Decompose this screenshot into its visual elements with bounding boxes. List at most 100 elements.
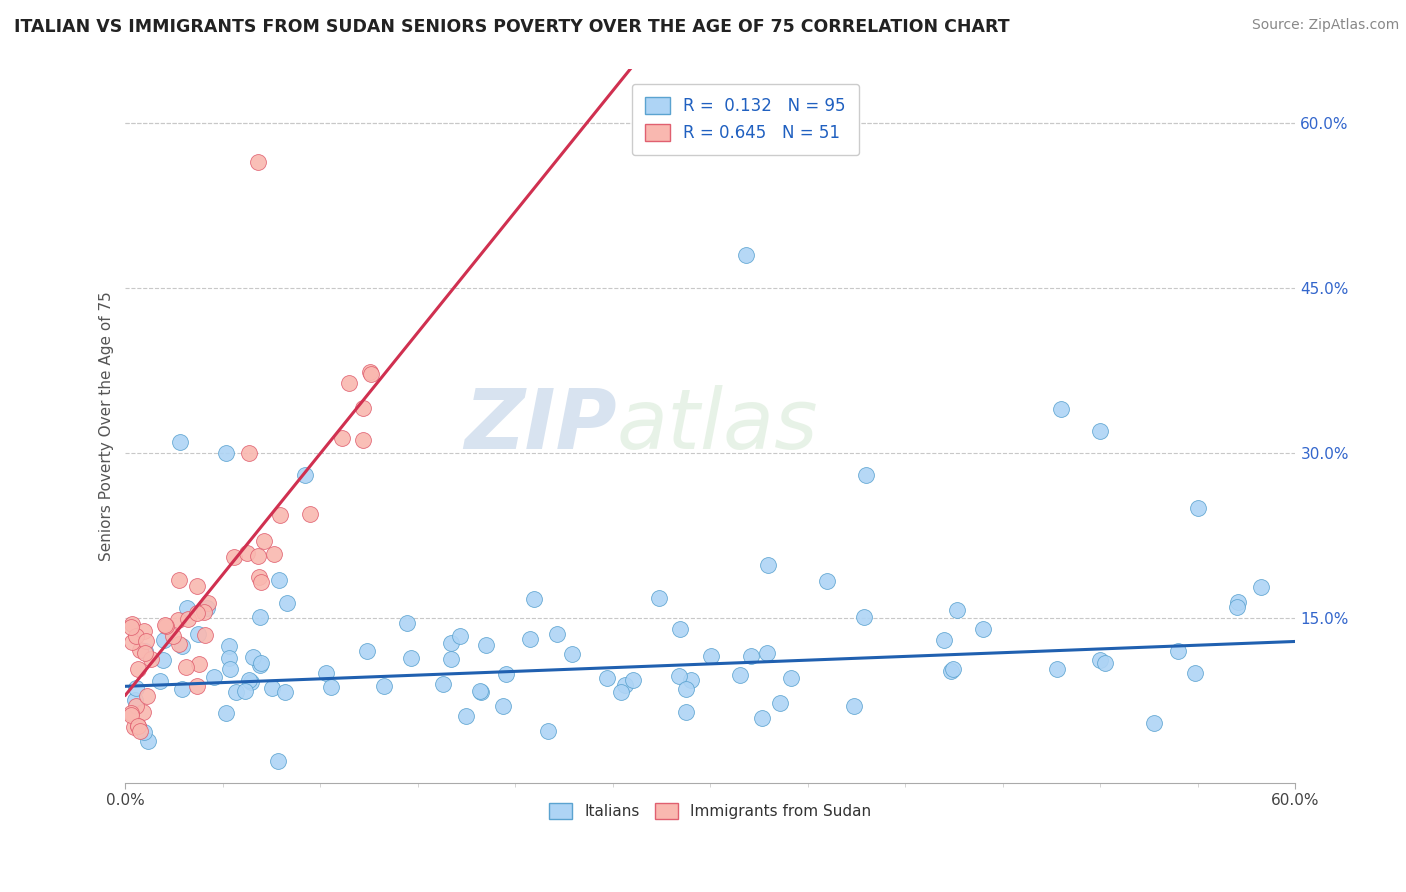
- Point: [1167, 644, 1189, 658]
- Point: [546, 627, 568, 641]
- Point: [522, 592, 544, 607]
- Point: [356, 643, 378, 657]
- Point: [125, 681, 148, 695]
- Point: [125, 629, 148, 643]
- Point: [239, 675, 262, 690]
- Point: [120, 707, 142, 722]
- Point: [475, 638, 498, 652]
- Point: [188, 657, 211, 671]
- Point: [756, 558, 779, 572]
- Point: [224, 550, 246, 565]
- Point: [751, 711, 773, 725]
- Point: [197, 596, 219, 610]
- Point: [127, 719, 149, 733]
- Point: [121, 635, 143, 649]
- Point: [1050, 402, 1073, 417]
- Point: [337, 376, 360, 390]
- Point: [187, 626, 209, 640]
- Point: [120, 706, 142, 721]
- Point: [1090, 424, 1112, 438]
- Point: [242, 649, 264, 664]
- Point: [537, 724, 560, 739]
- Point: [262, 681, 284, 696]
- Point: [735, 248, 758, 262]
- Point: [167, 613, 190, 627]
- Point: [136, 734, 159, 748]
- Point: [132, 706, 155, 720]
- Point: [250, 656, 273, 670]
- Point: [269, 508, 291, 522]
- Point: [249, 658, 271, 673]
- Point: [162, 629, 184, 643]
- Point: [610, 685, 633, 699]
- Point: [218, 650, 240, 665]
- Point: [1226, 600, 1249, 615]
- Point: [186, 607, 208, 621]
- Point: [186, 579, 208, 593]
- Point: [127, 662, 149, 676]
- Text: atlas: atlas: [617, 385, 818, 467]
- Point: [134, 644, 156, 658]
- Point: [596, 671, 619, 685]
- Point: [360, 367, 382, 381]
- Point: [236, 546, 259, 560]
- Point: [132, 624, 155, 639]
- Point: [852, 609, 875, 624]
- Point: [621, 673, 644, 688]
- Point: [495, 666, 517, 681]
- Point: [396, 616, 419, 631]
- Point: [125, 698, 148, 713]
- Text: Source: ZipAtlas.com: Source: ZipAtlas.com: [1251, 18, 1399, 32]
- Point: [276, 596, 298, 610]
- Point: [170, 681, 193, 696]
- Point: [170, 639, 193, 653]
- Point: [675, 705, 697, 719]
- Point: [149, 673, 172, 688]
- Point: [330, 432, 353, 446]
- Point: [238, 673, 260, 688]
- Point: [1250, 581, 1272, 595]
- Point: [252, 534, 274, 549]
- Point: [939, 664, 962, 678]
- Point: [155, 619, 177, 633]
- Point: [121, 617, 143, 632]
- Point: [855, 468, 877, 483]
- Point: [152, 653, 174, 667]
- Point: [769, 697, 792, 711]
- Point: [141, 652, 163, 666]
- Point: [699, 648, 721, 663]
- Point: [247, 570, 270, 584]
- Point: [352, 433, 374, 447]
- Point: [186, 679, 208, 693]
- Point: [613, 678, 636, 692]
- Point: [294, 468, 316, 483]
- Point: [132, 724, 155, 739]
- Point: [246, 549, 269, 564]
- Point: [648, 591, 671, 605]
- Point: [174, 660, 197, 674]
- Point: [120, 619, 142, 633]
- Point: [315, 666, 337, 681]
- Point: [668, 669, 690, 683]
- Point: [124, 693, 146, 707]
- Point: [815, 574, 838, 588]
- Point: [755, 646, 778, 660]
- Point: [169, 435, 191, 450]
- Point: [934, 633, 956, 648]
- Point: [432, 677, 454, 691]
- Point: [844, 698, 866, 713]
- Point: [440, 652, 463, 666]
- Point: [267, 754, 290, 768]
- Point: [668, 622, 690, 636]
- Point: [247, 155, 270, 169]
- Point: [675, 681, 697, 696]
- Point: [972, 622, 994, 636]
- Point: [1187, 501, 1209, 516]
- Point: [263, 547, 285, 561]
- Point: [238, 446, 260, 460]
- Point: [779, 671, 801, 685]
- Point: [492, 699, 515, 714]
- Point: [136, 689, 159, 703]
- Point: [1226, 595, 1249, 609]
- Point: [177, 612, 200, 626]
